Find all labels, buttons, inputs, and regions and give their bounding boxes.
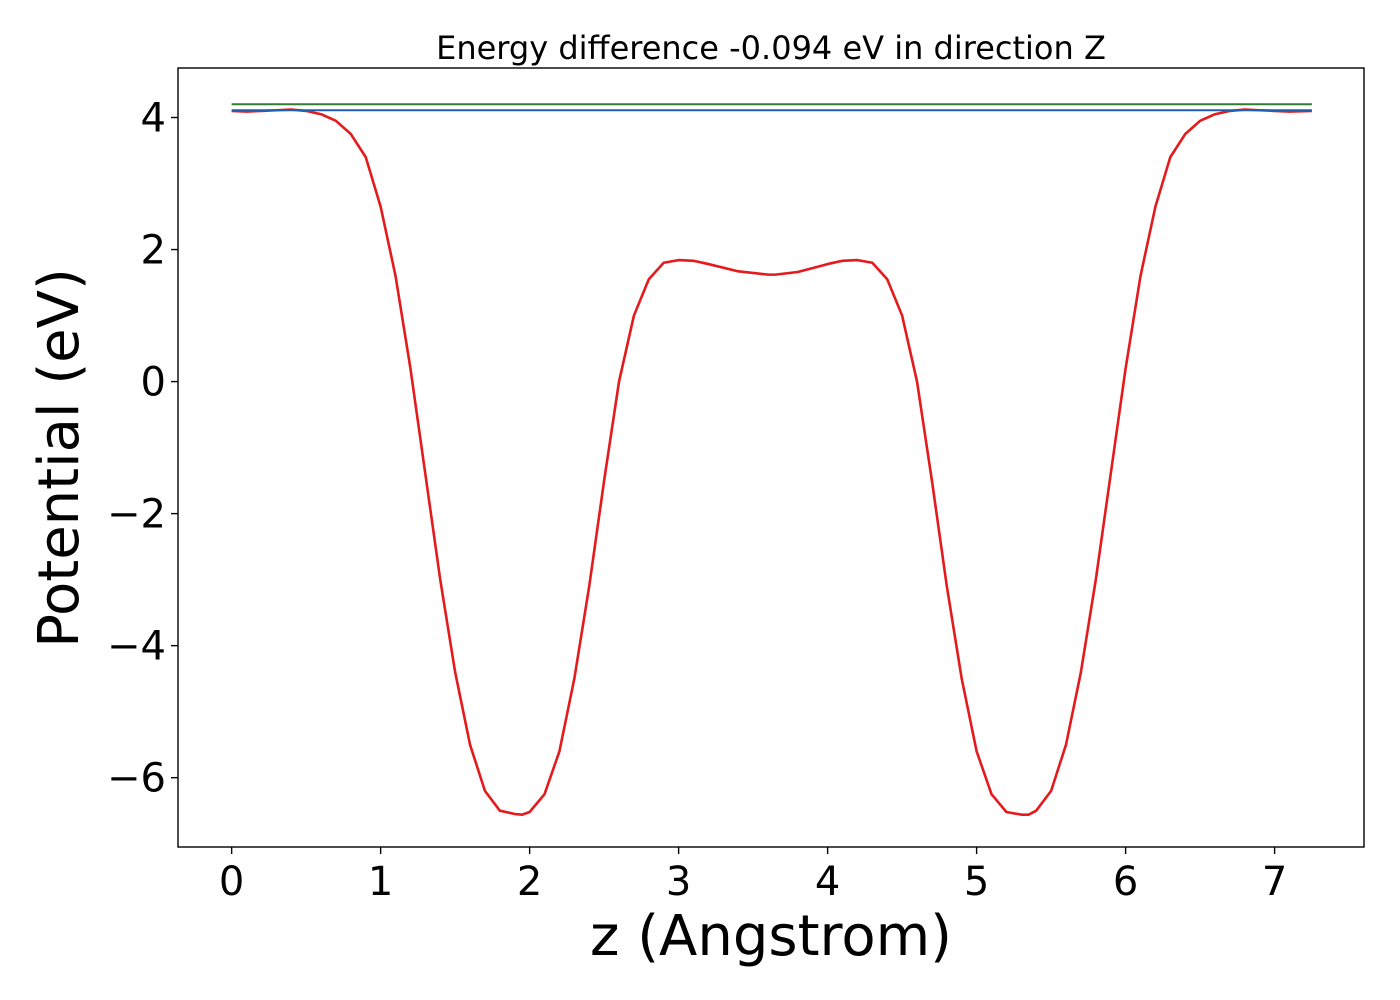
y-tick-label: 4 [141, 96, 166, 142]
y-tick-label: 0 [141, 360, 166, 406]
x-tick-label: 3 [666, 859, 691, 905]
x-tick-label: 1 [368, 859, 393, 905]
x-tick-label: 0 [219, 859, 244, 905]
y-axis-label: Potential (eV) [27, 268, 92, 648]
y-tick-label: −4 [107, 624, 166, 670]
plot-frame [177, 67, 1365, 848]
x-tick-label: 5 [964, 859, 989, 905]
y-tick-label: −6 [107, 756, 166, 802]
y-tick-label: 2 [141, 228, 166, 274]
y-axis-ticks: 4 2 0 −2 −4 −6 [107, 96, 178, 802]
series-line-0 [231, 108, 1312, 816]
chart-title: Energy difference -0.094 eV in direction… [436, 29, 1106, 67]
plot-area [231, 103, 1312, 816]
y-tick-label: −2 [107, 492, 166, 538]
x-tick-label: 7 [1262, 859, 1287, 905]
x-tick-label: 4 [815, 859, 840, 905]
x-tick-label: 2 [517, 859, 542, 905]
x-tick-label: 6 [1113, 859, 1138, 905]
x-axis-ticks: 0 1 2 3 4 5 6 7 [219, 847, 1287, 905]
x-axis-label: z (Angstrom) [590, 904, 952, 969]
